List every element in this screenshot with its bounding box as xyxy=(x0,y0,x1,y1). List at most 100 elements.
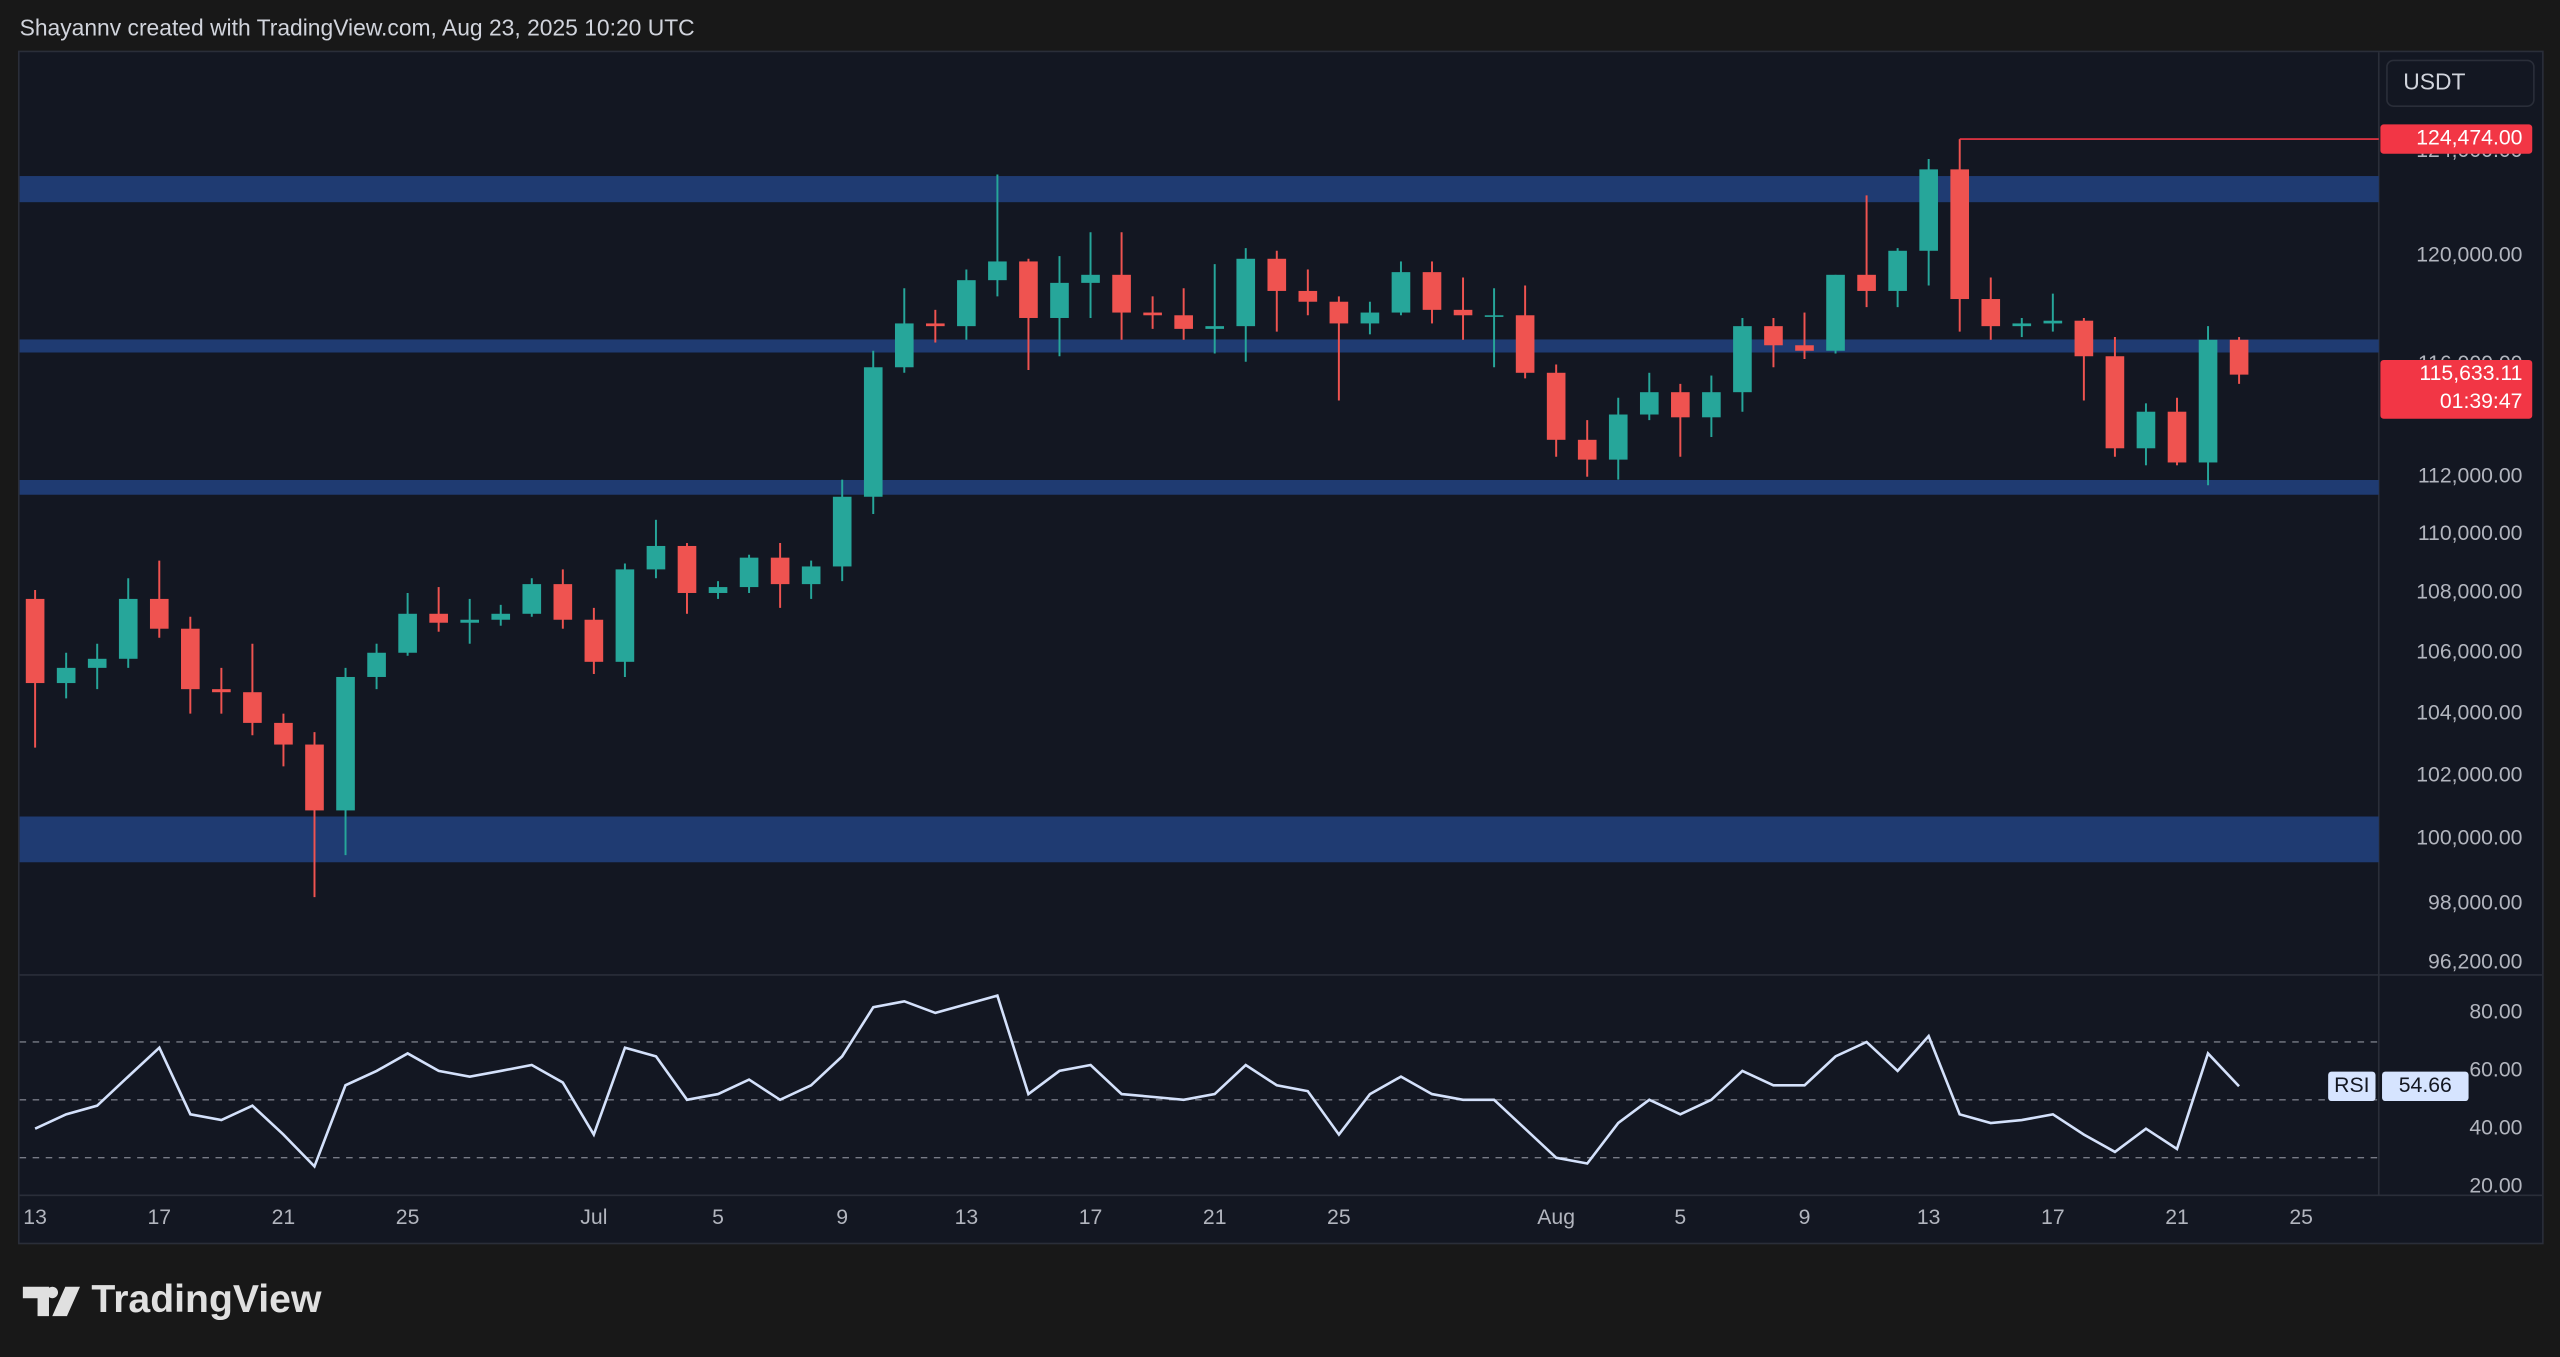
candle-body xyxy=(863,367,883,497)
candle-body xyxy=(1019,261,1038,318)
candle-body xyxy=(1422,272,1442,310)
candle-body xyxy=(708,587,728,593)
candle-body xyxy=(181,628,200,690)
x-tick-label: 9 xyxy=(1799,1206,1811,1229)
candle-body xyxy=(429,613,448,623)
candle-body xyxy=(522,584,542,614)
candle-body xyxy=(1826,274,1845,351)
y-tick-label: 96,200.00 xyxy=(2428,951,2522,974)
x-tick-label: 13 xyxy=(955,1206,979,1229)
candle-body xyxy=(2198,339,2218,463)
candle-body xyxy=(1795,345,1814,351)
candle-body xyxy=(1174,315,1193,329)
rsi-tick-label: 20.00 xyxy=(2469,1174,2522,1197)
candle-body xyxy=(2136,411,2156,449)
countdown-label: 01:39:47 xyxy=(2440,390,2523,413)
candle-body xyxy=(926,323,945,327)
candle-body xyxy=(336,676,355,811)
candle-body xyxy=(1639,392,1659,415)
x-tick-label: 13 xyxy=(1917,1206,1941,1229)
support-resistance-zone xyxy=(19,816,2379,863)
header-caption: Shayannv created with TradingView.com, A… xyxy=(20,14,695,40)
candle-body xyxy=(1391,272,1411,313)
candle-body xyxy=(801,566,821,585)
candle-body xyxy=(1671,392,1690,418)
candle-body xyxy=(2043,320,2063,324)
candle-body xyxy=(1453,309,1473,316)
currency-box[interactable] xyxy=(2386,59,2535,107)
candle-body xyxy=(677,545,697,593)
zones xyxy=(19,176,2379,863)
x-tick-label: 17 xyxy=(147,1206,171,1229)
candle-body xyxy=(1546,372,1566,440)
last-price-box xyxy=(2380,359,2533,419)
candle-body xyxy=(274,722,293,745)
candle-body xyxy=(1608,414,1628,460)
x-tick-label: 25 xyxy=(396,1206,420,1229)
x-tick-label: 5 xyxy=(712,1206,724,1229)
candle-body xyxy=(1919,169,1938,251)
y-tick-label: 120,000.00 xyxy=(2416,244,2522,267)
candle-body xyxy=(1702,392,1721,418)
candle-body xyxy=(367,652,386,677)
x-tick-label: 13 xyxy=(23,1206,47,1229)
y-tick-label: 102,000.00 xyxy=(2416,763,2522,786)
candle-body xyxy=(1205,326,1225,329)
candle-body xyxy=(957,280,976,327)
candle-body xyxy=(1577,439,1597,460)
candle-body xyxy=(1329,301,1349,324)
rsi-name-box xyxy=(2328,1071,2376,1102)
x-tick-label: 25 xyxy=(2289,1206,2313,1229)
candle-body xyxy=(1981,299,2001,327)
price-label-box xyxy=(2380,124,2533,154)
candle-body xyxy=(1950,169,1970,300)
rsi-name: RSI xyxy=(2334,1074,2369,1097)
candle-body xyxy=(243,692,262,723)
rsi-value: 54.66 xyxy=(2399,1074,2452,1097)
rsi-tick-label: 80.00 xyxy=(2469,1001,2522,1024)
rsi-tick-label: 40.00 xyxy=(2469,1116,2522,1139)
x-tick-label: 21 xyxy=(1203,1206,1227,1229)
candle-body xyxy=(149,598,169,629)
candle-body xyxy=(988,261,1007,281)
x-tick-label: 21 xyxy=(272,1206,296,1229)
candle-body xyxy=(1298,290,1318,302)
x-tick-label: Jul xyxy=(580,1206,607,1229)
candle-body xyxy=(1484,315,1504,317)
price-labels: RSI 54.66 124,474.00 115,633.11 01:39:47 xyxy=(1959,124,2533,1102)
candle-body xyxy=(460,619,480,623)
candle-body xyxy=(553,584,573,620)
y-tick-label: 110,000.00 xyxy=(2418,522,2523,545)
y-tick-label: 112,000.00 xyxy=(2418,464,2523,487)
rsi-tick-label: 60.00 xyxy=(2469,1058,2522,1081)
brand-logo xyxy=(22,1286,80,1317)
candle-body xyxy=(1050,282,1069,318)
candle-body xyxy=(1112,274,1131,313)
candle-body xyxy=(1888,250,1907,291)
candles xyxy=(25,139,2249,898)
candle-body xyxy=(646,545,666,570)
support-resistance-zone xyxy=(19,339,2379,353)
candle-body xyxy=(1733,326,1752,393)
candle-body xyxy=(1143,312,1162,316)
candle-body xyxy=(615,569,635,662)
rsi-pane xyxy=(19,994,2379,1169)
chart-panel xyxy=(17,50,2544,1245)
candle-body xyxy=(1360,312,1380,324)
y-tick-label: 108,000.00 xyxy=(2416,581,2522,604)
currency[interactable]: USDT xyxy=(2403,68,2465,94)
y-tick-label: 106,000.00 xyxy=(2416,640,2522,663)
candle-body xyxy=(1857,274,1876,291)
rsi-line xyxy=(34,994,2240,1169)
candle-body xyxy=(770,557,790,585)
candle-body xyxy=(1081,274,1100,283)
candle-body xyxy=(1267,258,1287,291)
price-label: 124,474.00 xyxy=(2416,127,2522,150)
support-resistance-zone xyxy=(19,479,2379,495)
x-tick-label: Aug xyxy=(1537,1206,1575,1229)
candle-body xyxy=(1515,315,1535,373)
rsi-value-box xyxy=(2382,1071,2469,1102)
candle-body xyxy=(25,598,45,684)
